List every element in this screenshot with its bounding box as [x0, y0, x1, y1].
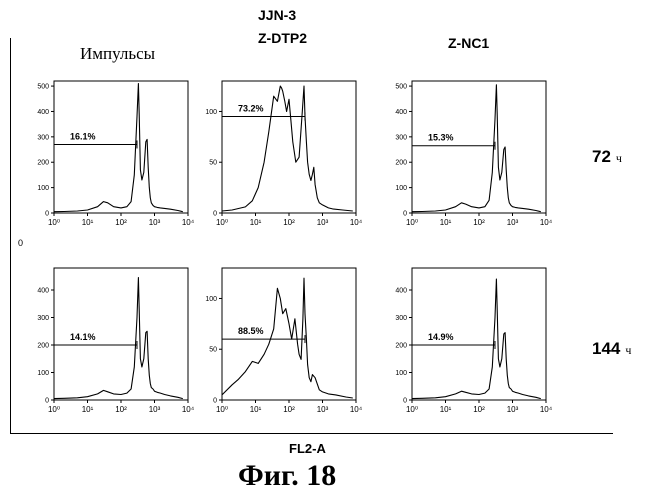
x-tick-label: 10³	[317, 218, 329, 227]
y-tick-label: 0	[403, 211, 407, 218]
x-tick-label: 10⁴	[540, 405, 553, 414]
gate-percentage-label: 88.5%	[238, 326, 264, 336]
x-tick-label: 10⁰	[406, 405, 418, 414]
x-tick-label: 10⁴	[350, 405, 363, 414]
y-tick-label: 500	[37, 84, 49, 91]
cell-line-title: JJN-3	[258, 7, 296, 23]
time-label-72h: 72 ч	[592, 147, 622, 167]
time-unit: ч	[625, 343, 631, 357]
plot-frame	[412, 81, 546, 213]
margin-mark: 0	[18, 238, 23, 248]
histogram-144h-z-nc1: 0 100 200 300 400 10⁰ 10¹ 10² 10³ 10⁴ 14.9%	[378, 262, 558, 422]
bottom-frame-line	[10, 433, 613, 434]
y-tick-label: 50	[209, 160, 217, 167]
gate-percentage-label: 14.1%	[70, 332, 96, 342]
y-tick-label: 400	[395, 109, 407, 116]
y-tick-label: 100	[205, 296, 217, 303]
x-tick-label: 10⁴	[540, 218, 553, 227]
y-tick-label: 200	[37, 160, 49, 167]
y-tick-label: 200	[395, 343, 407, 350]
column-title-z-nc1: Z-NC1	[448, 35, 489, 51]
x-tick-label: 10⁰	[48, 405, 60, 414]
time-value: 144	[592, 339, 620, 358]
histogram-72h-z-dtp2: 0 50 100 10⁰ 10¹ 10² 10³ 10⁴ 73.2%	[188, 75, 368, 235]
gate-percentage-label: 16.1%	[70, 131, 96, 141]
y-tick-label: 200	[395, 160, 407, 167]
time-value: 72	[592, 147, 611, 166]
y-tick-label: 100	[395, 185, 407, 192]
x-tick-label: 10²	[283, 218, 295, 227]
x-tick-label: 10¹	[440, 405, 452, 414]
x-tick-label: 10²	[473, 405, 485, 414]
x-tick-label: 10¹	[440, 218, 452, 227]
y-tick-label: 0	[213, 211, 217, 218]
x-tick-label: 10²	[115, 218, 127, 227]
x-tick-label: 10³	[507, 218, 519, 227]
x-tick-label: 10⁰	[48, 218, 60, 227]
y-tick-label: 300	[37, 134, 49, 141]
y-tick-label: 400	[37, 109, 49, 116]
y-tick-label: 0	[403, 398, 407, 405]
y-tick-label: 400	[37, 288, 49, 295]
y-tick-label: 400	[395, 288, 407, 295]
y-tick-label: 0	[213, 398, 217, 405]
histogram-trace	[412, 85, 541, 212]
x-tick-label: 10⁰	[406, 218, 418, 227]
time-unit: ч	[616, 151, 622, 165]
histogram-72h-control: 010020030040050010⁰10¹10²10³10⁴16.1%	[20, 75, 200, 235]
histogram-144h-z-dtp2: 0 50 100 10⁰ 10¹ 10² 10³ 10⁴ 88.5%	[188, 262, 368, 422]
x-axis-label: FL2-A	[289, 441, 326, 456]
x-tick-label: 10⁴	[350, 218, 363, 227]
x-tick-label: 10³	[149, 405, 161, 414]
x-tick-label: 10²	[473, 218, 485, 227]
y-tick-label: 300	[395, 315, 407, 322]
gate-percentage-label: 73.2%	[238, 104, 264, 114]
figure-caption: Фиг. 18	[238, 459, 336, 493]
y-tick-label: 300	[395, 134, 407, 141]
y-tick-label: 50	[209, 347, 217, 354]
x-tick-label: 10³	[317, 405, 329, 414]
y-tick-label: 0	[45, 211, 49, 218]
y-tick-label: 500	[395, 84, 407, 91]
histogram-144h-control: 010020030040010⁰10¹10²10³10⁴14.1%	[20, 262, 200, 422]
column-title-z-dtp2: Z-DTP2	[258, 30, 307, 46]
x-tick-label: 10¹	[250, 405, 262, 414]
y-axis-label: Импульсы	[80, 44, 155, 64]
left-frame-line	[10, 38, 11, 434]
x-tick-label: 10¹	[82, 218, 94, 227]
x-tick-label: 10²	[283, 405, 295, 414]
x-tick-label: 10¹	[250, 218, 262, 227]
gate-percentage-label: 15.3%	[428, 133, 454, 143]
histogram-trace	[222, 278, 353, 398]
x-tick-label: 10⁰	[216, 218, 228, 227]
x-tick-label: 10²	[115, 405, 127, 414]
x-tick-label: 10¹	[82, 405, 94, 414]
time-label-144h: 144 ч	[592, 339, 631, 359]
x-tick-label: 10³	[149, 218, 161, 227]
y-tick-label: 100	[37, 185, 49, 192]
y-tick-label: 300	[37, 315, 49, 322]
y-tick-label: 200	[37, 343, 49, 350]
y-tick-label: 100	[205, 109, 217, 116]
histogram-72h-z-nc1: 0 100 200 300 400 500 10⁰ 10¹ 10² 10³ 10⁴ 15.3%	[378, 75, 558, 235]
y-tick-label: 0	[45, 398, 49, 405]
histogram-trace	[54, 84, 183, 212]
y-tick-label: 100	[395, 370, 407, 377]
x-tick-label: 10⁰	[216, 405, 228, 414]
gate-percentage-label: 14.9%	[428, 332, 454, 342]
plot-frame	[54, 81, 188, 213]
x-tick-label: 10³	[507, 405, 519, 414]
y-tick-label: 100	[37, 370, 49, 377]
